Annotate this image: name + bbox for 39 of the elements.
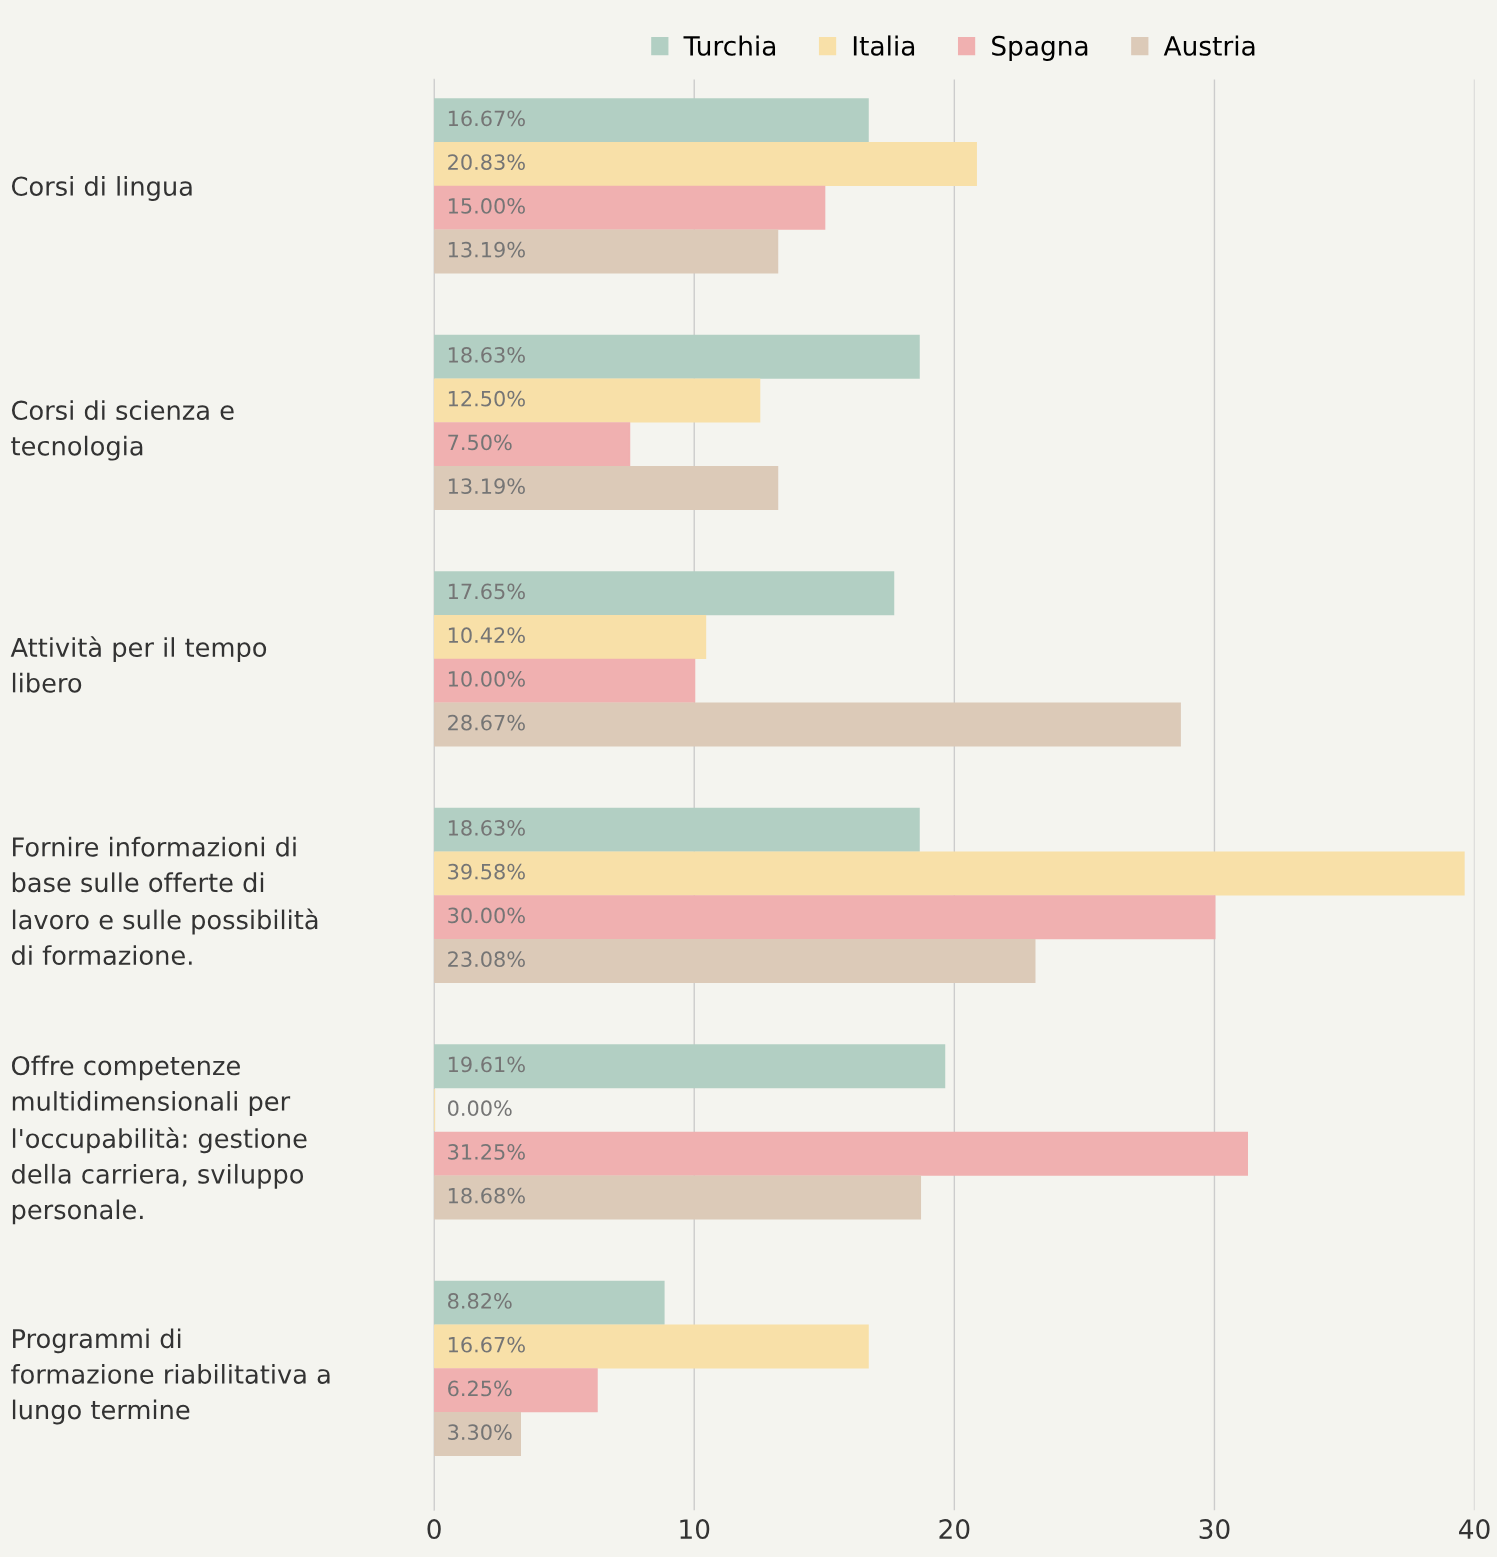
data-label: 13.19% [448,478,525,495]
data-label: 20.83% [448,154,525,170]
legend-label: Italia [853,35,915,56]
data-label: 8.82% [448,1293,512,1309]
data-label: 28.67% [448,714,525,731]
data-label: 19.61% [448,1056,525,1073]
data-label: 10.42% [448,627,525,644]
data-label: 18.63% [448,347,525,363]
data-label: 30.00% [448,907,525,924]
x-tick-label: 10 [680,1519,710,1540]
data-label: 7.50% [448,434,512,451]
data-label: 12.50% [448,390,525,407]
data-label: 17.65% [448,583,525,600]
data-label: 13.19% [448,241,525,258]
data-label: 16.67% [448,1336,525,1353]
y-tick-label: Attività per il tempo libero [10,636,267,693]
data-label: 15.00% [448,198,525,214]
x-tick-label: 20 [939,1519,970,1540]
data-label: 6.25% [448,1380,512,1397]
data-label: 10.00% [448,671,525,687]
data-label: 31.25% [448,1144,525,1160]
legend-label: Turchia [683,35,776,56]
y-tick-label: Offre competenze multidimensionali per l'occupabilità: gestione della carriera, sviluppo personale. [11,1055,307,1225]
legend-label: Spagna [992,35,1088,61]
x-tick-label: 0 [427,1519,441,1540]
data-label: 39.58% [448,863,525,880]
data-label: 3.30% [448,1424,512,1441]
y-tick-label: Programmi di formazione riabilitativa a lungo termine [11,1328,330,1425]
data-label: 16.67% [448,110,525,127]
y-tick-label: Corsi di scienza e tecnologia [11,400,234,461]
data-label: 18.63% [448,820,525,836]
y-tick-label: Corsi di lingua [11,176,192,201]
legend-label: Austria [1163,35,1255,56]
data-label: 23.08% [448,951,525,968]
data-label: 0.00% [448,1100,512,1117]
y-tick-label: Fornire informazioni di base sulle offerte di lavoro e sulle possibilità di formazione. [11,836,318,966]
x-tick-label: 30 [1199,1519,1230,1540]
data-label: 18.68% [448,1187,525,1204]
x-tick-label: 40 [1459,1519,1490,1540]
